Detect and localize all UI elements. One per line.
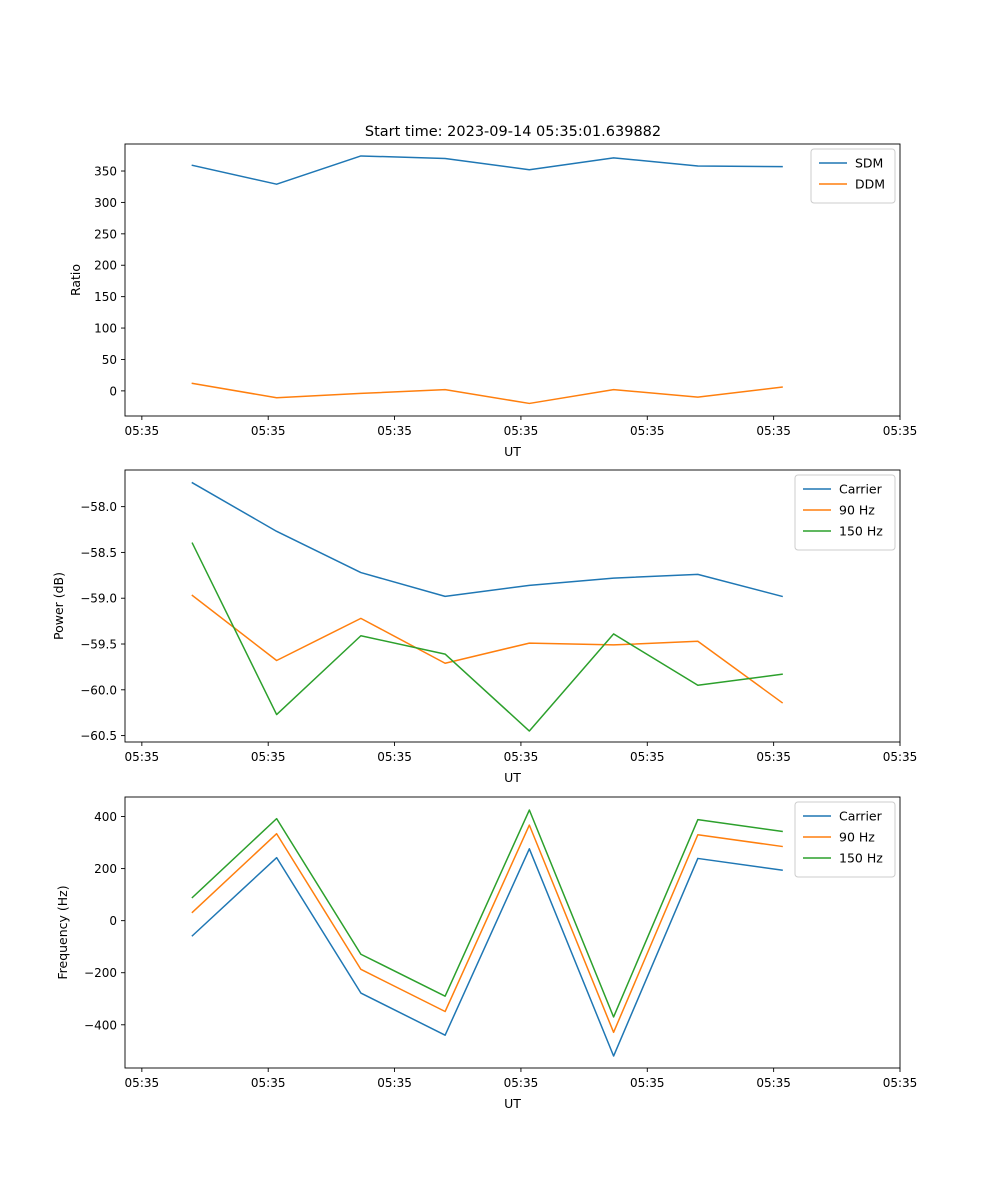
power-x-tick-label: 05:35 xyxy=(756,750,791,764)
ratio-x-axis-label: UT xyxy=(504,444,521,459)
power-x-tick-label: 05:35 xyxy=(377,750,412,764)
ratio-y-tick-label: 200 xyxy=(94,259,117,273)
power-y-tick-label: −58.0 xyxy=(80,500,117,514)
frequency-x-tick-label: 05:35 xyxy=(630,1076,665,1090)
frequency-x-tick-label: 05:35 xyxy=(883,1076,918,1090)
power-x-tick-label: 05:35 xyxy=(630,750,665,764)
frequency-y-tick-label: −400 xyxy=(84,1018,117,1032)
power-x-tick-label: 05:35 xyxy=(504,750,539,764)
frequency-x-tick-label: 05:35 xyxy=(756,1076,791,1090)
chart-frequency: 05:35 05:35 05:35 05:35 05:35 05:35 05:35 −400 −… xyxy=(55,796,918,1111)
power-x-axis-label: UT xyxy=(504,770,521,785)
power-legend-label: 150 Hz xyxy=(839,524,883,539)
power-x-tick-label: 05:35 xyxy=(125,750,160,764)
power-y-tick-label: −58.5 xyxy=(80,546,117,560)
frequency-legend-label: Carrier xyxy=(839,809,883,824)
frequency-y-axis-label: Frequency (Hz) xyxy=(55,885,70,979)
frequency-y-tick-label: 0 xyxy=(109,914,117,928)
ratio-series-line-sdm xyxy=(191,155,783,185)
ratio-x-tick-label: 05:35 xyxy=(883,424,918,438)
power-legend-label: Carrier xyxy=(839,482,883,497)
frequency-x-tick-label: 05:35 xyxy=(504,1076,539,1090)
ratio-legend-label: SDM xyxy=(855,156,883,171)
ratio-y-tick-label: 350 xyxy=(94,165,117,179)
frequency-x-axis-label: UT xyxy=(504,1096,521,1111)
figure-title: Start time: 2023-09-14 05:35:01.639882 xyxy=(365,124,661,140)
power-y-axis-label: Power (dB) xyxy=(51,572,66,640)
chart-ratio: 05:35 05:35 05:35 05:35 05:35 05:35 05:35 0 50 10… xyxy=(68,143,918,459)
power-x-tick-label: 05:35 xyxy=(883,750,918,764)
frequency-legend-label: 90 Hz xyxy=(839,830,875,845)
ratio-y-tick-label: 50 xyxy=(102,353,117,367)
frequency-x-tick-label: 05:35 xyxy=(125,1076,160,1090)
ratio-y-tick-label: 250 xyxy=(94,227,117,241)
frequency-y-tick-label: −200 xyxy=(84,966,117,980)
power-series-line-150-hz xyxy=(191,542,783,732)
frequency-series-line-carrier xyxy=(191,848,783,1057)
power-series-line-90-hz xyxy=(191,594,784,704)
power-y-tick-label: −59.0 xyxy=(80,592,117,606)
ratio-legend-label: DDM xyxy=(855,177,885,192)
ratio-x-tick-label: 05:35 xyxy=(504,424,539,438)
ratio-x-tick-label: 05:35 xyxy=(377,424,412,438)
frequency-x-tick-label: 05:35 xyxy=(251,1076,286,1090)
power-y-tick-label: −60.5 xyxy=(80,729,117,743)
frequency-series-line-150-hz xyxy=(191,809,783,1018)
power-y-tick-label: −59.5 xyxy=(80,638,117,652)
power-y-tick-label: −60.0 xyxy=(80,683,117,697)
frequency-legend-label: 150 Hz xyxy=(839,851,883,866)
ratio-axes-frame xyxy=(124,143,901,417)
ratio-y-axis-label: Ratio xyxy=(68,264,83,296)
frequency-y-tick-label: 400 xyxy=(94,810,117,824)
ratio-y-tick-label: 150 xyxy=(94,290,117,304)
frequency-y-tick-label: 200 xyxy=(94,862,117,876)
ratio-y-tick-label: 300 xyxy=(94,196,117,210)
frequency-x-tick-label: 05:35 xyxy=(377,1076,412,1090)
ratio-series-line-ddm xyxy=(191,382,783,405)
ratio-x-tick-label: 05:35 xyxy=(630,424,665,438)
power-x-tick-label: 05:35 xyxy=(251,750,286,764)
ratio-y-tick-label: 0 xyxy=(109,384,117,398)
frequency-series-line-90-hz xyxy=(191,824,783,1034)
frequency-axes-frame xyxy=(124,796,901,1069)
power-legend-label: 90 Hz xyxy=(839,503,875,518)
chart-power: 05:35 05:35 05:35 05:35 05:35 05:35 05:35 −60.5… xyxy=(51,469,918,785)
ratio-x-tick-label: 05:35 xyxy=(756,424,791,438)
power-series-line-carrier xyxy=(191,481,783,598)
ratio-x-tick-label: 05:35 xyxy=(251,424,286,438)
ratio-x-tick-label: 05:35 xyxy=(125,424,160,438)
ratio-y-tick-label: 100 xyxy=(94,322,117,336)
power-axes-frame xyxy=(124,469,901,743)
